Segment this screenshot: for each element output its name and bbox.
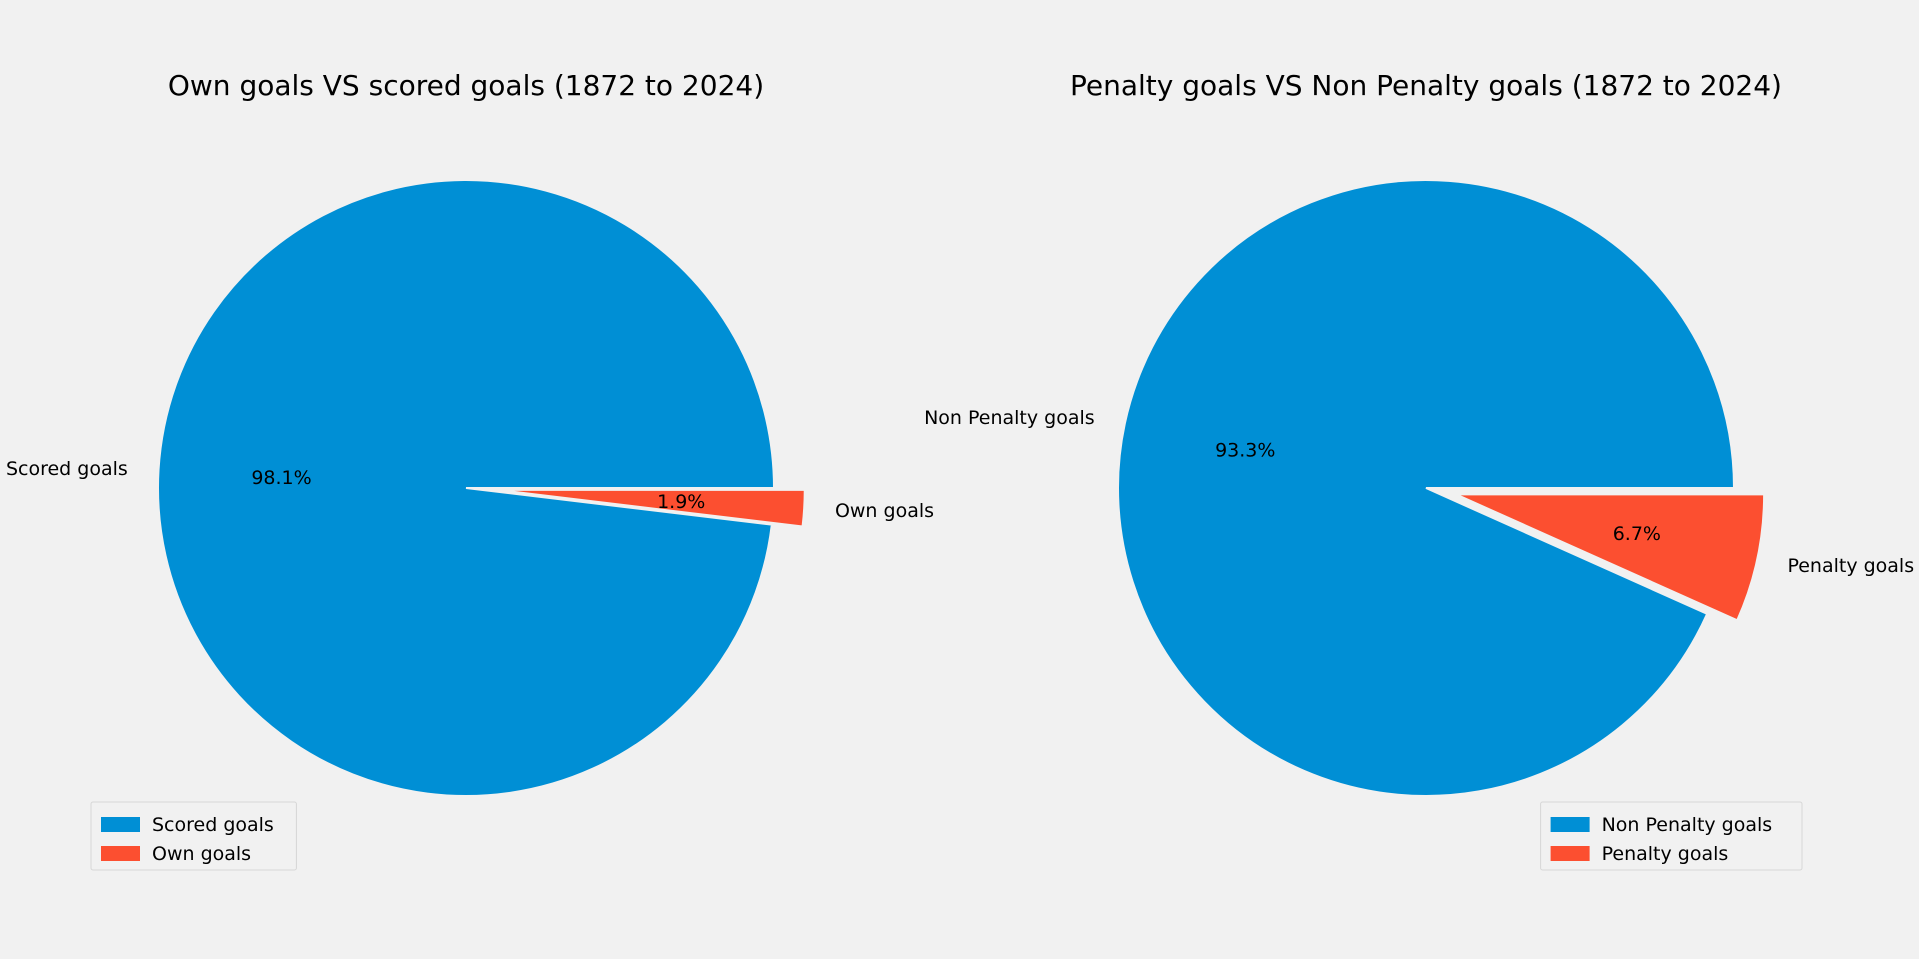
slice-label-non-penalty-goals: Non Penalty goals <box>924 407 1095 429</box>
chart-title-penalty-goals: Penalty goals VS Non Penalty goals (1872… <box>1070 69 1782 102</box>
legend-label-scored-goals: Scored goals <box>152 814 274 836</box>
pct-label-non-penalty-goals: 93.3% <box>1215 439 1275 461</box>
chart-title-own-goals: Own goals VS scored goals (1872 to 2024) <box>168 69 764 102</box>
legend-box-0 <box>90 801 297 871</box>
legend-swatch-non-penalty-goals <box>1550 817 1590 832</box>
slice-label-own-goals: Own goals <box>835 500 934 522</box>
slice-label-penalty-goals: Penalty goals <box>1787 555 1914 577</box>
pct-label-scored-goals: 98.1% <box>251 467 311 489</box>
slice-label-scored-goals: Scored goals <box>6 458 128 480</box>
pct-label-own-goals: 1.9% <box>657 491 705 513</box>
pie-slice-own-goals <box>496 488 806 528</box>
legend-label-own-goals: Own goals <box>152 843 251 865</box>
legend-box-1 <box>1540 801 1803 871</box>
legend-label-non-penalty-goals: Non Penalty goals <box>1602 814 1773 836</box>
legend-swatch-own-goals <box>101 846 140 861</box>
legend-swatch-scored-goals <box>101 817 140 832</box>
pie-slice-scored-goals <box>157 179 776 797</box>
legend-label-penalty-goals: Penalty goals <box>1602 843 1729 865</box>
pie-slice-non-penalty-goals <box>1117 179 1736 797</box>
pie-slice-penalty-goals <box>1455 493 1766 622</box>
pct-label-penalty-goals: 6.7% <box>1613 523 1661 545</box>
legend-swatch-penalty-goals <box>1550 846 1590 861</box>
